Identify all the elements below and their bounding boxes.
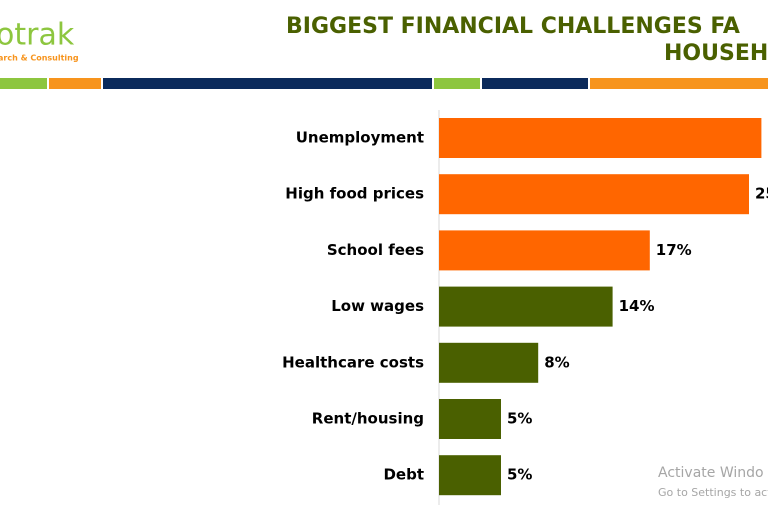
logo: otrak xyxy=(0,18,75,53)
title: BIGGEST FINANCIAL CHALLENGES FA xyxy=(286,14,740,39)
value-label: 5% xyxy=(507,466,532,484)
value-label: 8% xyxy=(544,353,569,371)
category-label: Low wages xyxy=(331,297,424,315)
value-label: 14% xyxy=(619,297,655,315)
bar xyxy=(439,399,501,439)
logo-tagline: arch & Consulting xyxy=(0,54,79,63)
bar xyxy=(439,230,650,271)
strip-segment xyxy=(434,78,480,89)
category-label: Healthcare costs xyxy=(282,353,424,371)
strip-segment xyxy=(49,78,101,89)
category-label: Debt xyxy=(383,466,424,484)
strip-segment xyxy=(590,78,768,89)
bar xyxy=(439,455,501,496)
bars: Unemployment2High food prices25School fe… xyxy=(282,118,768,496)
title: HOUSEH xyxy=(664,41,768,66)
color-strip xyxy=(0,78,768,89)
bar xyxy=(439,174,749,215)
category-label: High food prices xyxy=(285,185,424,203)
watermark: Activate Windo xyxy=(658,465,764,481)
strip-segment xyxy=(103,78,432,89)
bar xyxy=(439,118,762,158)
bar xyxy=(439,342,539,383)
bar xyxy=(439,286,613,327)
strip-segment xyxy=(482,78,588,89)
value-label: 17% xyxy=(656,241,692,259)
strip-segment xyxy=(0,78,47,89)
watermark: Go to Settings to act xyxy=(658,486,768,499)
value-label: 25 xyxy=(755,185,768,203)
value-label: 5% xyxy=(507,410,532,428)
category-label: Rent/housing xyxy=(312,410,424,428)
category-label: Unemployment xyxy=(296,129,424,147)
category-label: School fees xyxy=(327,241,424,259)
